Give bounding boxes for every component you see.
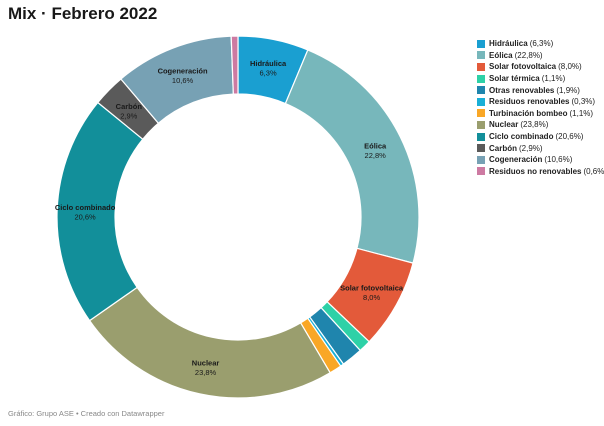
legend-item-cogeneracion: Cogeneración (10,6%) bbox=[477, 154, 604, 166]
legend-item-nuclear: Nuclear (23,8%) bbox=[477, 119, 604, 131]
legend-item-ciclo-combinado: Ciclo combinado (20,6%) bbox=[477, 131, 604, 143]
legend-swatch bbox=[477, 86, 485, 95]
legend-label: Turbinación bombeo bbox=[489, 108, 568, 118]
legend-swatch bbox=[477, 97, 485, 106]
legend-label: Eólica bbox=[489, 50, 513, 60]
legend-swatch bbox=[477, 167, 485, 176]
legend-label: Solar térmica bbox=[489, 74, 540, 84]
legend-value: (0,6%) bbox=[583, 166, 604, 176]
legend-item-otras-renovables: Otras renovables (1,9%) bbox=[477, 84, 604, 96]
legend-value: (1,9%) bbox=[556, 85, 580, 95]
legend-value: (2,9%) bbox=[519, 143, 543, 153]
slice-labels: Hidráulica 6,3% Eólica 22,8% Solar fotovolta… bbox=[55, 59, 404, 377]
slice-label-ciclo-combinado: Ciclo combinado 20,6% bbox=[55, 203, 116, 222]
legend-value: (6,3%) bbox=[529, 39, 554, 49]
legend-item-residuos-no-renovables: Residuos no renovables(0,6%) bbox=[477, 166, 604, 178]
slice-label-eolica: Eólica 22,8% bbox=[364, 141, 387, 160]
legend-value: (0,3%) bbox=[571, 97, 596, 107]
legend-swatch bbox=[477, 74, 485, 83]
legend-value: (1,1%) bbox=[569, 108, 594, 118]
legend-label: Residuos renovables bbox=[489, 97, 570, 107]
legend-swatch bbox=[477, 132, 485, 141]
legend-swatch bbox=[477, 120, 485, 129]
chart-title: Mix · Febrero 2022 bbox=[8, 4, 158, 23]
legend-label: Hidráulica bbox=[489, 39, 528, 49]
legend-swatch bbox=[477, 39, 485, 48]
legend-label: Ciclo combinado bbox=[489, 132, 554, 142]
legend-swatch bbox=[477, 51, 485, 60]
legend-item-hidraulica: Hidráulica (6,3%) bbox=[477, 38, 604, 50]
legend-swatch bbox=[477, 144, 485, 153]
legend-item-eolica: Eólica (22,8%) bbox=[477, 50, 604, 62]
legend-item-solar-termica: Solar térmica (1,1%) bbox=[477, 73, 604, 85]
legend-value: (22,8%) bbox=[514, 50, 543, 60]
slice-label-hidraulica: Hidráulica 6,3% bbox=[250, 59, 287, 78]
legend-item-residuos-renovables: Residuos renovables (0,3%) bbox=[477, 96, 604, 108]
legend-label: Cogeneración bbox=[489, 155, 543, 165]
slice-eolica bbox=[284, 49, 420, 264]
slice-nuclear bbox=[88, 286, 331, 399]
legend: Hidráulica (6,3%) Eólica (22,8%) Solar fotov… bbox=[477, 38, 604, 177]
slice-label-cogeneracion: Cogeneración 10,6% bbox=[158, 66, 208, 85]
legend-label: Nuclear bbox=[489, 120, 519, 130]
legend-label: Otras renovables bbox=[489, 85, 555, 95]
legend-swatch bbox=[477, 109, 485, 118]
legend-value: (20,6%) bbox=[555, 132, 584, 142]
legend-label: Carbón bbox=[489, 143, 517, 153]
legend-value: (23,8%) bbox=[520, 120, 549, 130]
donut-slices bbox=[56, 35, 420, 399]
slice-label-solar-fotovoltaica: Solar fotovoltaica 8,0% bbox=[340, 284, 404, 303]
slice-residuos-no-renovables bbox=[230, 35, 239, 95]
legend-swatch bbox=[477, 155, 485, 164]
legend-item-solar-fotovoltaica: Solar fotovoltaica (8,0%) bbox=[477, 61, 604, 73]
legend-item-turbinacion-bombeo: Turbinación bombeo (1,1%) bbox=[477, 108, 604, 120]
legend-value: (10,6%) bbox=[544, 155, 573, 165]
source-footer: Gráfico: Grupo ASE • Creado con Datawrap… bbox=[8, 409, 165, 418]
slice-label-nuclear: Nuclear 23,8% bbox=[192, 359, 220, 378]
legend-value: (1,1%) bbox=[541, 74, 566, 84]
legend-label: Solar fotovoltaica bbox=[489, 62, 557, 72]
legend-item-carbon: Carbón (2,9%) bbox=[477, 142, 604, 154]
slice-label-carbon: Carbón 2,9% bbox=[116, 102, 143, 121]
legend-label: Residuos no renovables bbox=[489, 166, 582, 176]
legend-swatch bbox=[477, 62, 485, 71]
legend-value: (8,0%) bbox=[558, 62, 582, 72]
